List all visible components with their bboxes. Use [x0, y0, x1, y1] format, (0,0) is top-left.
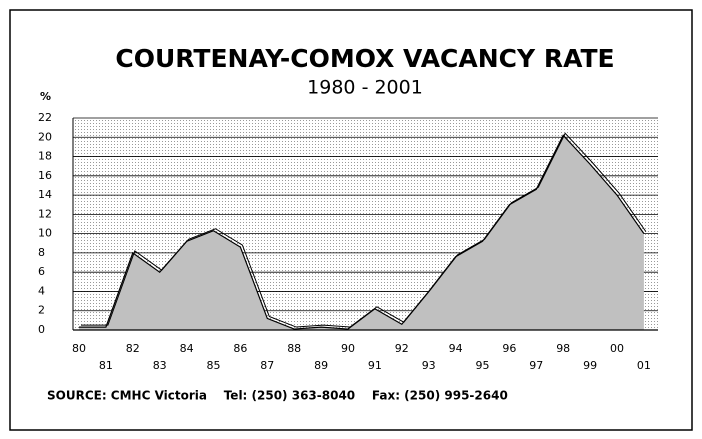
- y-tick-label: 18: [38, 150, 52, 163]
- x-tick-label: 92: [395, 342, 409, 355]
- x-tick-label: 82: [126, 342, 140, 355]
- chart-title: COURTENAY-COMOX VACANCY RATE: [115, 44, 614, 73]
- x-tick-label: 00: [610, 342, 624, 355]
- y-tick-label: 2: [38, 304, 45, 317]
- y-tick-label: 0: [38, 323, 45, 336]
- source: SOURCE: CMHC Victoria Tel: (250) 363-804…: [47, 389, 508, 403]
- x-tick-label: 96: [502, 342, 516, 355]
- x-tick-label: 91: [368, 359, 382, 372]
- x-tick-label: 94: [449, 342, 463, 355]
- x-tick-label: 80: [72, 342, 86, 355]
- y-tick-label: 22: [38, 111, 52, 124]
- x-tick-label: 88: [287, 342, 301, 355]
- y-axis-label: %: [40, 90, 51, 103]
- x-tick-label: 01: [637, 359, 651, 372]
- x-tick-label: 93: [422, 359, 436, 372]
- y-tick-label: 4: [38, 284, 45, 297]
- area-line: [79, 134, 645, 330]
- x-tick-label: 97: [529, 359, 543, 372]
- x-tick-label: 99: [583, 359, 597, 372]
- y-tick-label: 14: [38, 188, 52, 201]
- x-tick-label: 83: [153, 359, 167, 372]
- x-tick-label: 84: [180, 342, 194, 355]
- x-tick-label: 90: [341, 342, 355, 355]
- x-tick-label: 87: [260, 359, 274, 372]
- x-tick-label: 98: [556, 342, 570, 355]
- y-tick-label: 6: [38, 265, 45, 278]
- x-tick-label: 95: [476, 359, 490, 372]
- chart-subtitle: 1980 - 2001: [307, 77, 423, 99]
- x-tick-label: 89: [314, 359, 328, 372]
- y-tick-label: 20: [38, 130, 52, 143]
- y-tick-label: 12: [38, 207, 52, 220]
- x-tick-label: 86: [233, 342, 247, 355]
- x-tick-label: 81: [99, 359, 113, 372]
- y-tick-label: 10: [38, 227, 52, 240]
- area: [79, 135, 644, 330]
- y-tick-label: 16: [38, 169, 52, 182]
- y-tick-label: 8: [38, 246, 45, 259]
- x-tick-label: 85: [207, 359, 221, 372]
